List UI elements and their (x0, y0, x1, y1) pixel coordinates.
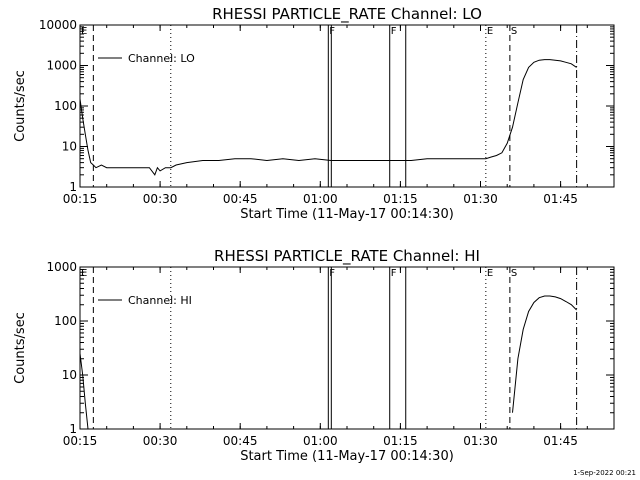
x-tick-label: 01:00 (303, 192, 338, 206)
series-line (79, 59, 577, 176)
chart-title: RHESSI PARTICLE_RATE Channel: LO (212, 5, 482, 24)
y-tick-label: 1000 (46, 260, 77, 274)
event-marker-label: F (329, 268, 335, 279)
x-tick-label: 01:30 (463, 192, 498, 206)
event-marker-label: F (329, 26, 335, 37)
y-tick-label: 1 (69, 422, 77, 436)
plot-frame (79, 24, 615, 188)
event-marker-label: F (391, 26, 397, 37)
event-marker-label: E (487, 26, 493, 37)
x-tick-label: 00:45 (223, 434, 258, 448)
event-marker-label: E (81, 26, 87, 37)
chart-panel-1: RHESSI PARTICLE_RATE Channel: LO E F F E S 00:… (13, 5, 615, 222)
event-marker-label: S (511, 26, 517, 37)
legend-entry: Channel: LO (128, 52, 195, 65)
y-tick-label: 100 (54, 99, 77, 113)
y-tick-label: 10 (62, 368, 77, 382)
x-tick-label: 00:30 (143, 434, 178, 448)
event-marker-label: S (511, 268, 517, 279)
x-tick-label: 00:45 (223, 192, 258, 206)
y-tick-label: 10000 (39, 18, 77, 32)
plot-frame (79, 266, 615, 430)
y-tick-label: 100 (54, 314, 77, 328)
chart-title: RHESSI PARTICLE_RATE Channel: HI (214, 247, 480, 266)
y-tick-label: 1000 (46, 59, 77, 73)
x-tick-label: 00:15 (63, 192, 98, 206)
event-marker-label: E (487, 268, 493, 279)
x-tick-label: 01:30 (463, 434, 498, 448)
y-axis-label: Counts/sec (13, 70, 28, 142)
x-tick-label: 01:45 (543, 434, 578, 448)
x-tick-label: 00:30 (143, 192, 178, 206)
date-stamp: 1-Sep-2022 00:21 (573, 469, 636, 477)
x-tick-label: 01:45 (543, 192, 578, 206)
event-marker-label: F (391, 268, 397, 279)
chart-panel-2: RHESSI PARTICLE_RATE Channel: HI E F F E S 00:… (13, 247, 615, 464)
y-tick-label: 10 (62, 140, 77, 154)
x-tick-label: 01:15 (383, 192, 418, 206)
event-marker-label: E (81, 268, 87, 279)
y-axis-label: Counts/sec (13, 312, 28, 384)
x-tick-label: 01:00 (303, 434, 338, 448)
series-line (512, 295, 577, 413)
x-axis-label: Start Time (11-May-17 00:14:30) (240, 449, 454, 464)
x-tick-label: 00:15 (63, 434, 98, 448)
x-axis-label: Start Time (11-May-17 00:14:30) (240, 207, 454, 222)
y-tick-label: 1 (69, 180, 77, 194)
series-line (79, 353, 89, 430)
x-tick-label: 01:15 (383, 434, 418, 448)
legend-entry: Channel: HI (128, 294, 192, 307)
